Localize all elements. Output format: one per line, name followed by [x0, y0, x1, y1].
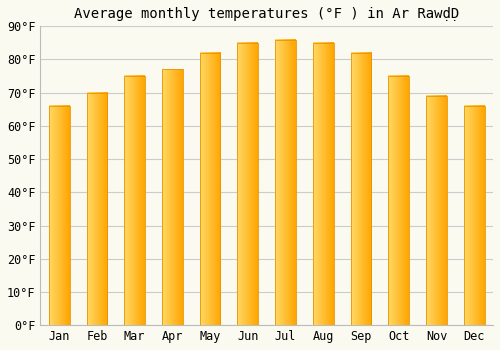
Bar — [464, 106, 484, 325]
Bar — [313, 43, 334, 325]
Bar — [388, 76, 409, 325]
Bar — [124, 76, 145, 325]
Bar — [86, 93, 108, 325]
Title: Average monthly temperatures (°F ) in Ar RawḍḌ: Average monthly temperatures (°F ) in Ar… — [74, 7, 460, 21]
Bar — [426, 96, 447, 325]
Bar — [350, 53, 372, 325]
Bar — [238, 43, 258, 325]
Bar — [200, 53, 220, 325]
Bar — [275, 40, 296, 325]
Bar — [162, 69, 182, 325]
Bar — [49, 106, 70, 325]
